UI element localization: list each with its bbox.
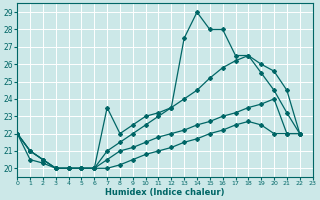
- X-axis label: Humidex (Indice chaleur): Humidex (Indice chaleur): [105, 188, 225, 197]
